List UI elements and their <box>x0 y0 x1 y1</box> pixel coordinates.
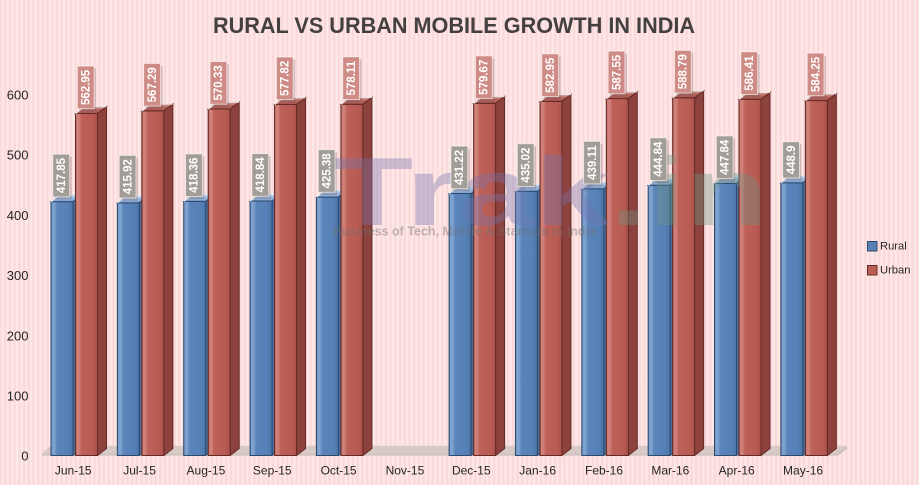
svg-text:448.9: 448.9 <box>786 145 798 174</box>
svg-text:444.84: 444.84 <box>653 141 665 177</box>
svg-text:Urban: Urban <box>880 265 910 277</box>
svg-text:Jul-15: Jul-15 <box>123 464 156 478</box>
svg-text:567.29: 567.29 <box>147 67 159 102</box>
svg-text:RURAL VS URBAN MOBILE GROWTH I: RURAL VS URBAN MOBILE GROWTH IN INDIA <box>213 13 695 38</box>
svg-text:570.33: 570.33 <box>213 65 225 100</box>
svg-text:600: 600 <box>7 88 29 103</box>
svg-text:Nov-15: Nov-15 <box>386 464 425 478</box>
svg-text:435.02: 435.02 <box>520 148 532 183</box>
svg-text:562.95: 562.95 <box>81 69 93 105</box>
svg-text:Oct-15: Oct-15 <box>321 464 357 478</box>
svg-text:415.92: 415.92 <box>122 159 134 194</box>
svg-text:582.95: 582.95 <box>545 57 557 93</box>
svg-text:Apr-16: Apr-16 <box>719 464 755 478</box>
svg-text:578.11: 578.11 <box>346 60 358 95</box>
svg-text:400: 400 <box>7 208 29 223</box>
svg-text:Dec-15: Dec-15 <box>452 464 491 478</box>
svg-text:418.36: 418.36 <box>189 158 201 193</box>
svg-text:588.79: 588.79 <box>678 54 690 89</box>
svg-text:Mar-16: Mar-16 <box>651 464 689 478</box>
svg-text:Business of Tech, Mobile & Sta: Business of Tech, Mobile & Startups in I… <box>333 225 597 239</box>
svg-text:425.38: 425.38 <box>321 153 333 189</box>
svg-text:577.82: 577.82 <box>280 61 292 96</box>
svg-text:Jan-16: Jan-16 <box>519 464 556 478</box>
svg-text:431.22: 431.22 <box>454 150 466 185</box>
svg-text:439.11: 439.11 <box>587 145 599 180</box>
svg-text:417.85: 417.85 <box>56 157 68 193</box>
svg-text:447.84: 447.84 <box>720 139 732 175</box>
svg-text:300: 300 <box>7 268 29 283</box>
svg-text:418.84: 418.84 <box>255 157 267 193</box>
svg-text:500: 500 <box>7 148 29 163</box>
svg-text:Feb-16: Feb-16 <box>585 464 623 478</box>
svg-text:579.67: 579.67 <box>479 60 491 95</box>
svg-text:May-16: May-16 <box>783 464 823 478</box>
svg-text:200: 200 <box>7 328 29 343</box>
svg-text:100: 100 <box>7 389 29 404</box>
svg-text:0: 0 <box>21 449 28 464</box>
svg-text:Aug-15: Aug-15 <box>187 464 226 478</box>
svg-text:586.41: 586.41 <box>744 55 756 91</box>
svg-text:Trak.in: Trak.in <box>330 138 768 247</box>
svg-text:584.25: 584.25 <box>810 56 822 92</box>
svg-text:587.55: 587.55 <box>611 54 623 90</box>
svg-text:Jun-15: Jun-15 <box>55 464 92 478</box>
svg-text:Rural: Rural <box>880 241 907 253</box>
svg-text:Sep-15: Sep-15 <box>253 464 292 478</box>
